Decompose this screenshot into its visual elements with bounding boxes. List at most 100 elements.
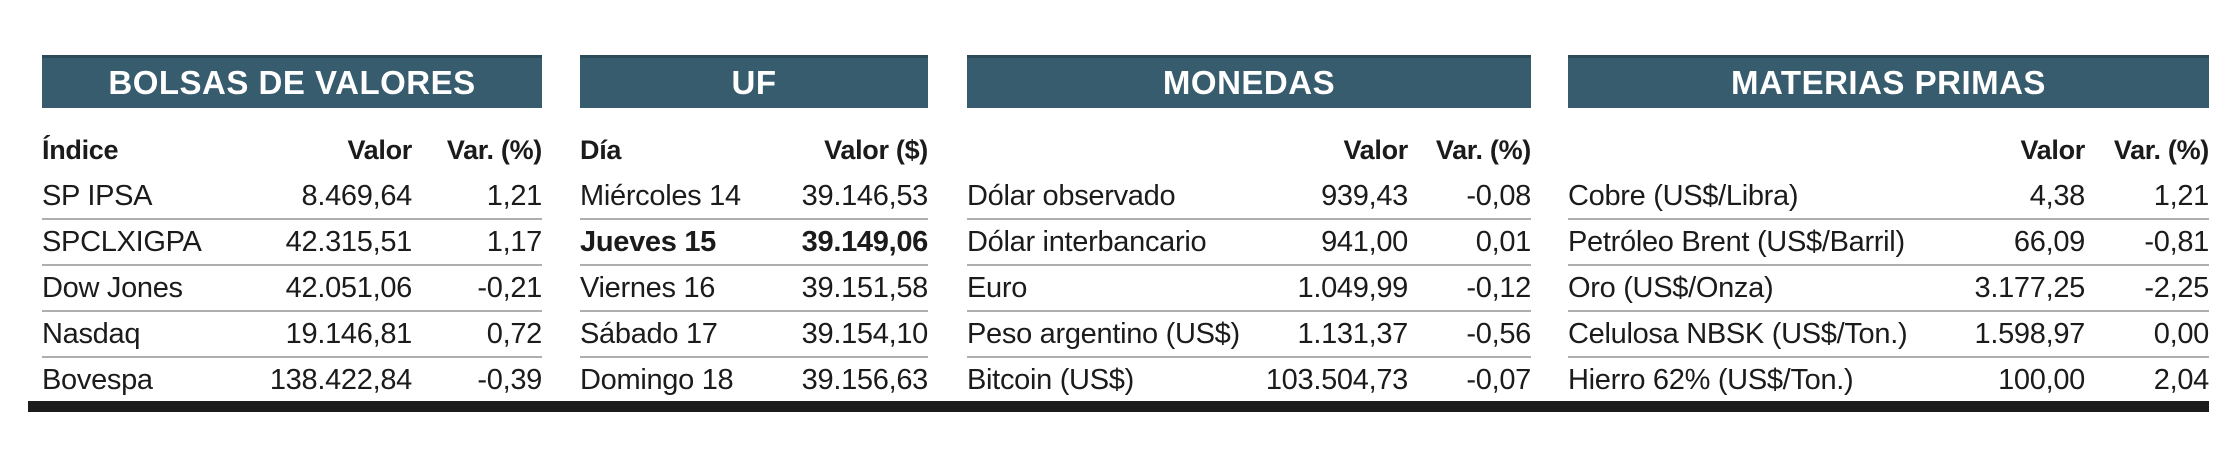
- row-value: 42.051,06: [285, 271, 413, 304]
- row-value: 1.131,37: [1297, 317, 1409, 350]
- table-row: Petróleo Brent (US$/Barril) 66,09 -0,81: [1568, 220, 2209, 266]
- table-row: SP IPSA 8.469,64 1,21: [42, 174, 542, 220]
- column-header: Var. (%): [2113, 135, 2209, 165]
- row-value: 138.422,84: [269, 363, 412, 396]
- table-rows: SP IPSA 8.469,64 1,21 SPCLXIGPA 42.315,51 1,1…: [42, 174, 542, 402]
- column-header: Valor: [347, 135, 412, 165]
- row-value: 42.315,51: [285, 225, 413, 258]
- row-variation: -0,07: [1466, 363, 1531, 396]
- section-title: BOLSAS DE VALORES: [108, 64, 476, 101]
- table-row: Bovespa 138.422,84 -0,39: [42, 358, 542, 402]
- section-title-bar: MONEDAS: [967, 55, 1531, 108]
- row-label: Celulosa NBSK (US$/Ton.): [1568, 317, 1908, 350]
- row-label: Dow Jones: [42, 271, 183, 304]
- table-row: Sábado 17 39.154,10: [580, 312, 928, 358]
- row-label: Domingo 18: [580, 363, 734, 396]
- column-header: Valor: [2020, 135, 2085, 165]
- row-label: Dólar observado: [967, 179, 1176, 212]
- section-uf: UF Día Valor ($) Miércoles 14 39.146,53 Jue…: [580, 55, 928, 402]
- row-variation: -0,39: [477, 363, 542, 396]
- table-row: Nasdaq 19.146,81 0,72: [42, 312, 542, 358]
- table-row: Peso argentino (US$) 1.131,37 -0,56: [967, 312, 1531, 358]
- row-variation: 1,17: [486, 225, 543, 258]
- row-label: Cobre (US$/Libra): [1568, 179, 1799, 212]
- row-label: Sábado 17: [580, 317, 718, 350]
- bottom-rule: [28, 401, 2209, 412]
- row-value: 8.469,64: [301, 179, 413, 212]
- row-value: 39.146,53: [801, 179, 929, 212]
- row-value: 66,09: [2013, 225, 2085, 258]
- row-label: Oro (US$/Onza): [1568, 271, 1774, 304]
- table-row: Celulosa NBSK (US$/Ton.) 1.598,97 0,00: [1568, 312, 2209, 358]
- section-title-bar: MATERIAS PRIMAS: [1568, 55, 2209, 108]
- row-label: Euro: [967, 271, 1028, 304]
- row-variation: 0,72: [486, 317, 543, 350]
- column-headers: Valor Var. (%): [1568, 108, 2209, 174]
- row-label: Nasdaq: [42, 317, 141, 350]
- table-rows: Dólar observado 939,43 -0,08 Dólar interban…: [967, 174, 1531, 402]
- column-header: Var. (%): [1435, 135, 1531, 165]
- column-headers: Índice Valor Var. (%): [42, 108, 542, 174]
- table-rows: Miércoles 14 39.146,53 Jueves 15 39.149,06 V…: [580, 174, 928, 402]
- row-label: SPCLXIGPA: [42, 225, 202, 258]
- row-label: Bitcoin (US$): [967, 363, 1134, 396]
- row-variation: -0,08: [1466, 179, 1531, 212]
- table-row: Euro 1.049,99 -0,12: [967, 266, 1531, 312]
- row-value: 39.154,10: [801, 317, 929, 350]
- row-label: Jueves 15: [580, 225, 716, 258]
- section-title: MONEDAS: [1162, 64, 1336, 101]
- section-title-bar: BOLSAS DE VALORES: [42, 55, 542, 108]
- table-row: Miércoles 14 39.146,53: [580, 174, 928, 220]
- row-value: 103.504,73: [1265, 363, 1408, 396]
- table-row: Dólar observado 939,43 -0,08: [967, 174, 1531, 220]
- column-header: Día: [580, 135, 622, 165]
- table-row: Cobre (US$/Libra) 4,38 1,21: [1568, 174, 2209, 220]
- section-title: UF: [731, 64, 777, 101]
- row-variation: 2,04: [2153, 363, 2210, 396]
- row-label: Bovespa: [42, 363, 153, 396]
- row-label: Petróleo Brent (US$/Barril): [1568, 225, 1905, 258]
- section-title-bar: UF: [580, 55, 928, 108]
- row-label: Miércoles 14: [580, 179, 741, 212]
- row-value: 39.149,06: [801, 225, 929, 258]
- row-value: 941,00: [1321, 225, 1408, 258]
- table-row: Viernes 16 39.151,58: [580, 266, 928, 312]
- section-title: MATERIAS PRIMAS: [1731, 64, 2046, 101]
- column-header: Valor: [1343, 135, 1408, 165]
- column-headers: Valor Var. (%): [967, 108, 1531, 174]
- table-row: Bitcoin (US$) 103.504,73 -0,07: [967, 358, 1531, 402]
- column-header: Índice: [42, 135, 119, 165]
- section-monedas: MONEDAS Valor Var. (%) Dólar observado 939…: [967, 55, 1531, 402]
- section-bolsas-de-valores: BOLSAS DE VALORES Índice Valor Var. (%) SP…: [42, 55, 542, 402]
- column-header: Var. (%): [446, 135, 542, 165]
- row-variation: -0,81: [2144, 225, 2209, 258]
- row-label: Hierro 62% (US$/Ton.): [1568, 363, 1854, 396]
- table-row: Jueves 15 39.149,06: [580, 220, 928, 266]
- row-variation: -0,56: [1466, 317, 1531, 350]
- table-row: Domingo 18 39.156,63: [580, 358, 928, 402]
- row-variation: 1,21: [2153, 179, 2210, 212]
- table-rows: Cobre (US$/Libra) 4,38 1,21 Petróleo Brent …: [1568, 174, 2209, 402]
- row-variation: 0,01: [1475, 225, 1532, 258]
- row-label: Viernes 16: [580, 271, 716, 304]
- column-header: Valor ($): [824, 135, 928, 165]
- row-label: Dólar interbancario: [967, 225, 1207, 258]
- table-row: SPCLXIGPA 42.315,51 1,17: [42, 220, 542, 266]
- row-variation: 1,21: [486, 179, 543, 212]
- row-variation: -2,25: [2144, 271, 2209, 304]
- row-value: 19.146,81: [285, 317, 413, 350]
- table-row: Hierro 62% (US$/Ton.) 100,00 2,04: [1568, 358, 2209, 402]
- row-value: 100,00: [1998, 363, 2085, 396]
- row-value: 3.177,25: [1974, 271, 2086, 304]
- row-variation: 0,00: [2153, 317, 2210, 350]
- row-value: 4,38: [2029, 179, 2086, 212]
- row-variation: -0,12: [1466, 271, 1531, 304]
- row-value: 39.156,63: [801, 363, 929, 396]
- table-row: Dow Jones 42.051,06 -0,21: [42, 266, 542, 312]
- row-value: 1.598,97: [1974, 317, 2086, 350]
- section-materias-primas: MATERIAS PRIMAS Valor Var. (%) Cobre (US$…: [1568, 55, 2209, 402]
- row-label: SP IPSA: [42, 179, 153, 212]
- row-variation: -0,21: [477, 271, 542, 304]
- row-value: 1.049,99: [1297, 271, 1409, 304]
